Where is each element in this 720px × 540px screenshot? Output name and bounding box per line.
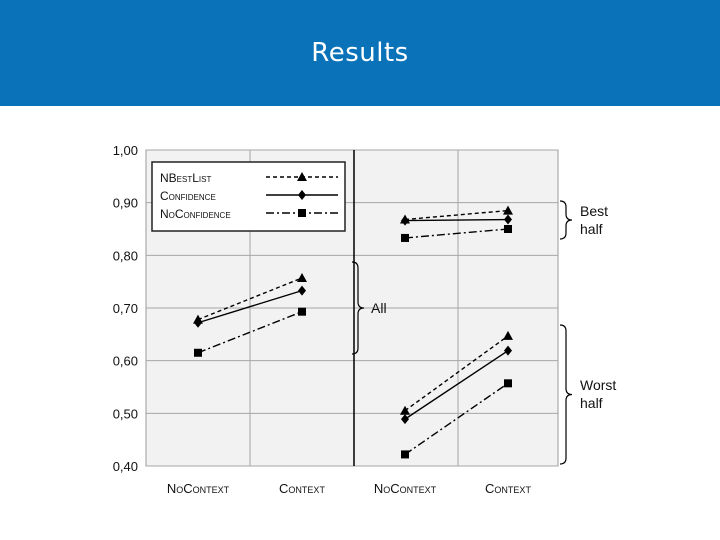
y-tick-label: 0,50: [113, 406, 138, 421]
point-square: [401, 450, 409, 459]
legend-label: Confidence: [160, 189, 216, 203]
series-line-nbestlist: [404, 209, 509, 221]
y-tick-label: 0,70: [113, 301, 138, 316]
point-square: [194, 348, 202, 357]
y-tick-label: 1,00: [113, 143, 138, 158]
point-diamond: [504, 345, 512, 356]
point-diamond: [194, 317, 202, 328]
legend: NBestList Confidence NoConfidence: [151, 161, 346, 232]
annotation-all: All: [371, 300, 387, 316]
series-line-noconfidence: [404, 228, 509, 239]
x-tick-label: NoContext: [374, 481, 437, 496]
point-diamond: [298, 190, 306, 200]
legend-label: NBestList: [160, 171, 211, 185]
annotation-worst: half: [580, 395, 603, 411]
y-tick-labels: 1,00 0,90 0,80 0,70 0,60 0,50 0,40: [113, 143, 138, 474]
point-square: [298, 307, 306, 316]
point-square: [298, 209, 306, 217]
slide-header: Results: [0, 0, 720, 106]
point-diamond: [504, 214, 512, 225]
series-line-nbestlist: [197, 277, 303, 321]
x-tick-labels: NoContext Context NoContext Context: [167, 481, 532, 496]
annotation-worst: Worst: [580, 377, 616, 393]
point-square: [401, 233, 409, 242]
annotation-best: Best: [580, 203, 608, 219]
series-line-noconfidence: [197, 311, 303, 354]
x-tick-label: NoContext: [167, 481, 230, 496]
point-square: [504, 225, 512, 233]
brace-best: [559, 200, 573, 240]
series-line-noconfidence: [404, 382, 509, 455]
series-group: [193, 205, 513, 459]
legend-box: [151, 161, 346, 232]
y-tick-label: 0,60: [113, 354, 138, 369]
y-tick-label: 0,80: [113, 248, 138, 263]
y-tick-label: 0,40: [113, 459, 138, 474]
brace-all: [351, 261, 365, 355]
point-diamond: [401, 414, 409, 425]
x-tick-label: Context: [485, 481, 531, 496]
series-line-nbestlist: [404, 335, 509, 412]
point-diamond: [298, 285, 306, 296]
series-line-confidence: [404, 218, 509, 222]
point-triangle: [297, 172, 307, 181]
series-line-confidence: [404, 350, 509, 420]
point-triangle: [297, 272, 307, 282]
annotation-best: half: [580, 221, 603, 237]
point-square: [504, 379, 512, 388]
x-tick-label: Context: [279, 481, 325, 496]
point-triangle: [400, 405, 410, 415]
y-tick-label: 0,90: [113, 196, 138, 211]
brace-worst: [559, 324, 573, 465]
point-diamond: [401, 215, 409, 226]
point-triangle: [503, 330, 513, 340]
slide-title: Results: [311, 38, 409, 68]
series-line-confidence: [197, 289, 303, 324]
point-triangle: [503, 205, 513, 215]
annotation-braces: All Best half Worst half: [351, 200, 616, 465]
legend-label: NoConfidence: [160, 207, 231, 221]
